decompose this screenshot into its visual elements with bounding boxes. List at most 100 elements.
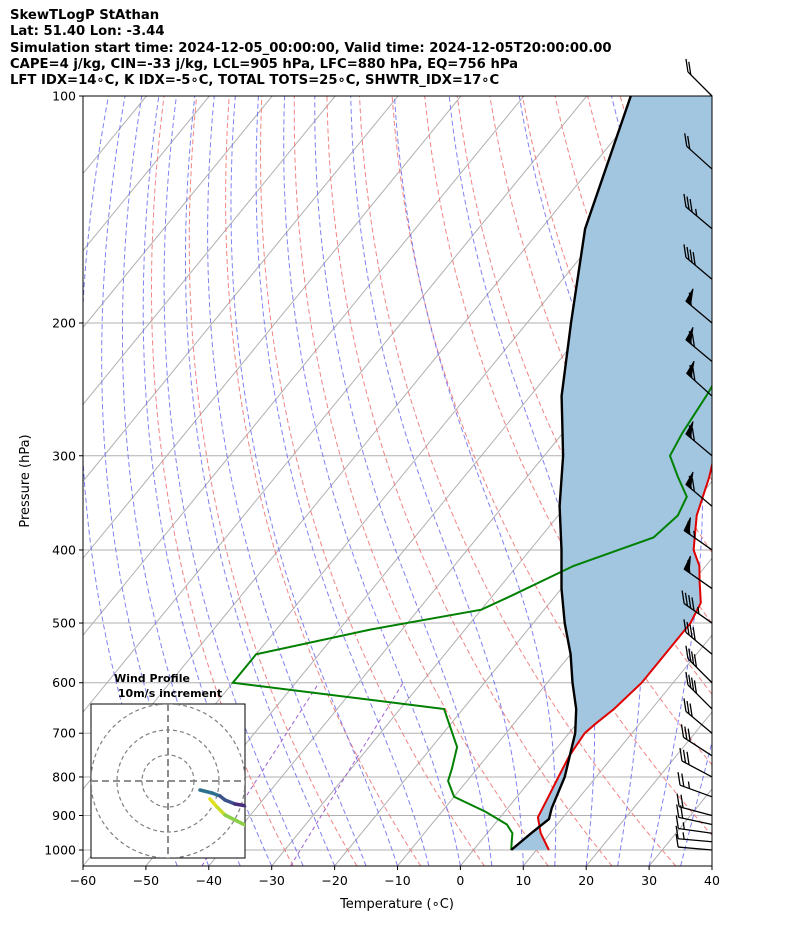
wind-barb [683,517,713,551]
x-tick-label: 10 [515,873,531,888]
barb-flag [691,333,696,347]
y-tick-label: 500 [52,616,76,631]
barb-flag [687,559,691,574]
moist-adiabat [350,96,524,866]
hodograph-trace [223,798,237,806]
wind-barb [685,471,713,507]
moist-adiabat [711,864,712,866]
moist-adiabat [314,96,493,866]
dry-adiabat [225,96,422,866]
moist-adiabat [394,96,557,866]
barb-flag [682,749,687,763]
dry-adiabat [188,96,358,866]
barb-flag [684,726,688,740]
wind-barb [685,421,713,457]
wind-barb [675,833,713,851]
x-tick-label: −10 [384,873,410,888]
wind-barb [677,772,713,798]
dewpoint-profile [230,384,712,851]
barb-shaft [678,806,713,817]
x-tick-label: 30 [641,873,657,888]
barb-flag [693,654,698,668]
x-tick-label: −60 [70,873,96,888]
y-tick-label: 100 [52,89,76,104]
wind-barb [686,360,713,397]
barb-flag [683,193,687,208]
barb-shaft [685,206,713,230]
wind-barbs [675,58,713,851]
barb-flag [691,478,696,492]
hodograph-trace [223,813,239,823]
y-tick-label: 1000 [44,843,76,858]
isotherm-line [585,711,712,866]
barb-flag [689,249,693,263]
hodograph-inset [90,703,246,859]
location-line: Lat: 51.40 Lon: -3.44 [10,24,165,40]
barb-shaft [678,816,713,826]
barb-flag [693,680,698,694]
y-axis-label: Pressure (hPa) [18,434,33,527]
dry-adiabat [718,96,794,866]
barb-flag [686,246,690,261]
barb-flag [692,367,696,381]
barb-flag [686,751,690,765]
barb-flag [675,825,679,839]
barb-flag [683,698,687,712]
barb-flag [686,621,690,636]
barb-flag [689,624,693,638]
wind-barb [683,193,713,230]
wind-barb [685,327,713,363]
hodograph-trace [208,797,219,809]
barb-flag [687,728,691,742]
barb-flag [675,833,679,848]
dry-adiabat [259,96,485,866]
x-tick-label: 40 [704,873,720,888]
hodograph-title: Wind Profile [114,672,190,685]
wind-barb [683,555,713,590]
barb-shaft [687,658,713,684]
isotherm-line [83,96,84,98]
y-tick-label: 900 [52,808,76,823]
barb-shaft [683,603,713,624]
cape-area [511,96,712,850]
barb-shaft [679,784,713,798]
barb-flag [690,677,695,691]
mixing-ratio-line [290,682,404,866]
wind-barb [685,288,713,324]
wind-barb [681,590,713,624]
wind-barb [685,671,713,710]
y-tick-label: 600 [52,675,76,690]
barb-flag [688,674,692,688]
barb-half-flag [697,606,700,614]
moist-adiabat [283,96,461,866]
x-tick-label: 20 [578,873,594,888]
barb-flag [688,475,692,489]
barb-half-flag [693,530,696,539]
indices-line-2: LFT IDX=14∘C, K IDX=-5∘C, TOTAL TOTS=25∘… [10,73,500,89]
barb-half-flag [695,208,698,217]
barb-flag [683,244,687,258]
isotherm-line [460,557,712,866]
barb-flag [686,196,690,210]
barb-shaft [683,736,713,757]
barb-flag [688,425,692,439]
wind-barb [685,58,713,97]
x-tick-label: −40 [196,873,222,888]
hodograph-subtitle: 10m/s increment [118,687,222,700]
x-tick-label: −30 [259,873,285,888]
plot-content [83,96,794,866]
hodograph-trace [198,788,214,795]
wind-barb [683,698,713,734]
barb-flag [676,793,680,807]
x-tick-label: −50 [133,873,159,888]
y-tick-label: 200 [52,315,76,330]
dry-adiabat [293,96,549,866]
barb-flag [686,700,690,715]
isotherm-line [83,96,462,560]
barb-flag [687,521,691,535]
x-axis-label: Temperature (∘C) [339,897,454,912]
barb-flag [681,773,685,787]
y-tick-label: 300 [52,448,76,463]
wind-barb [683,619,713,655]
barb-flag [692,627,696,641]
